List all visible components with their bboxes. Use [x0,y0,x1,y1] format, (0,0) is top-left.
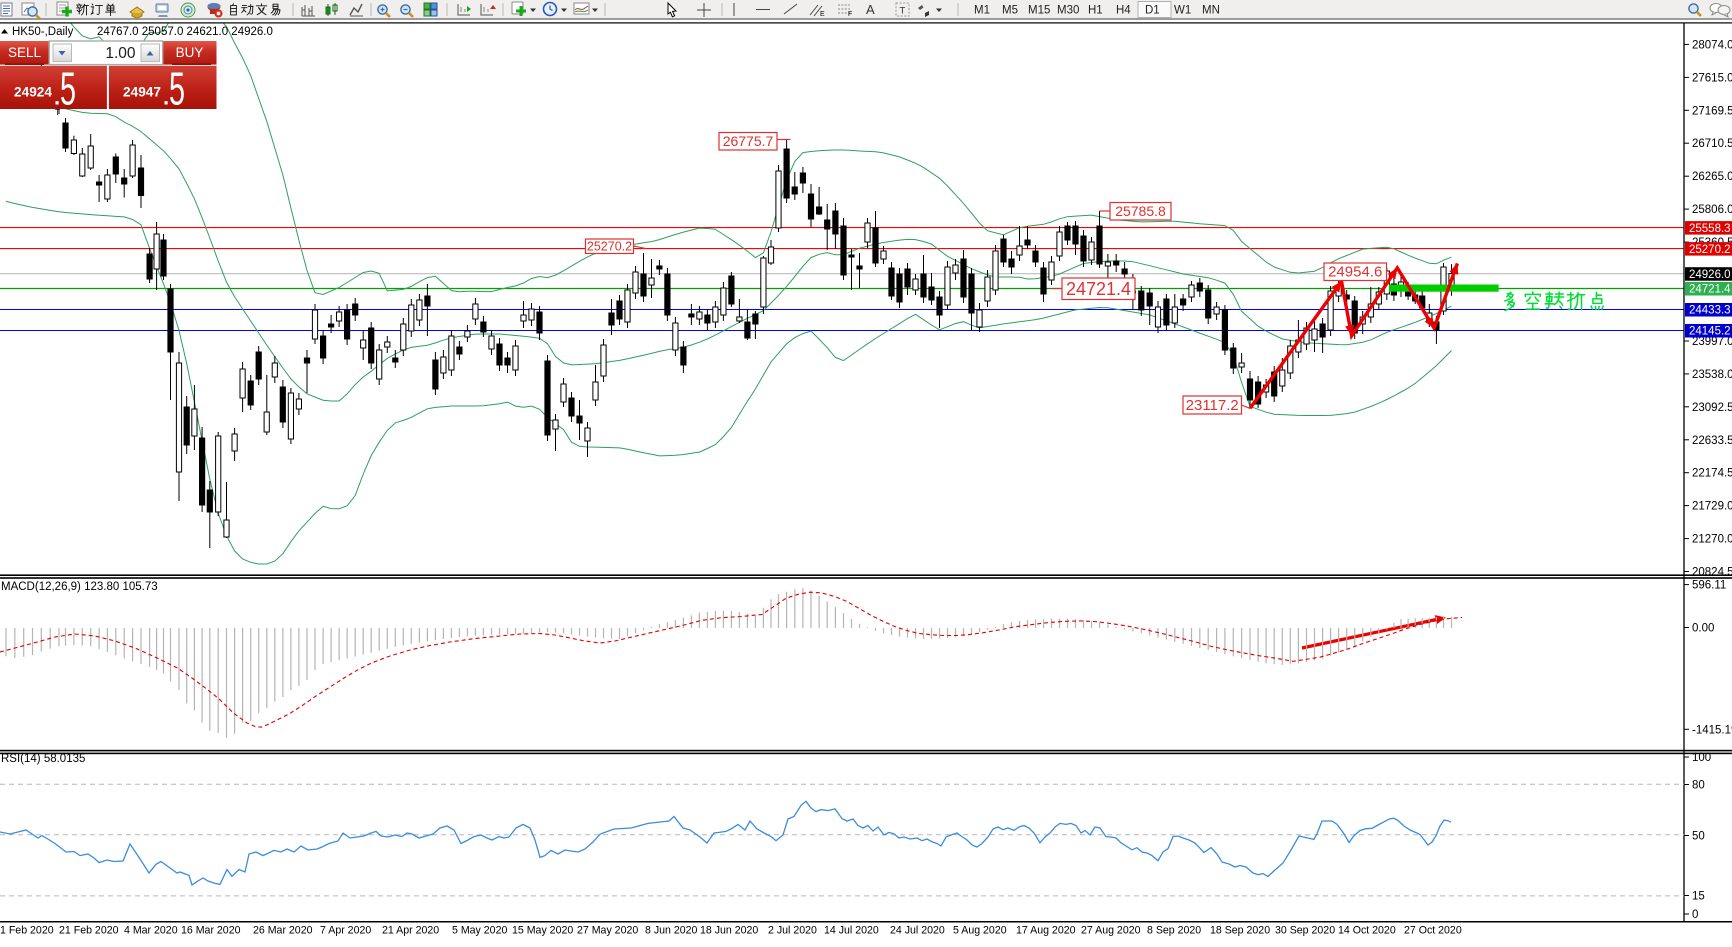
svg-text:H4: H4 [1116,5,1131,17]
svg-text:23117.2: 23117.2 [1186,397,1239,414]
svg-text:HK50-,Daily: HK50-,Daily [12,26,74,38]
svg-text:RSI(14) 58.0135: RSI(14) 58.0135 [1,753,85,765]
svg-text:5 Aug 2020: 5 Aug 2020 [953,925,1007,937]
svg-text:M1: M1 [974,5,990,17]
svg-text:24145.2: 24145.2 [1689,326,1731,338]
svg-text:5: 5 [60,63,76,115]
svg-text:27 May 2020: 27 May 2020 [577,925,638,937]
svg-text:21729.0: 21729.0 [1692,501,1732,513]
svg-text:E: E [820,11,825,18]
svg-text:23538.0: 23538.0 [1692,369,1732,381]
svg-text:18 Jun 2020: 18 Jun 2020 [700,925,758,937]
svg-text:5: 5 [169,63,185,115]
svg-text:596.11: 596.11 [1692,580,1726,592]
svg-text:20824.5: 20824.5 [1692,567,1732,579]
svg-text:27 Oct 2020: 27 Oct 2020 [1404,925,1462,937]
svg-text:4 Mar 2020: 4 Mar 2020 [124,925,178,937]
svg-text:24954.6: 24954.6 [1328,264,1382,281]
svg-text:-1415.19: -1415.19 [1692,724,1732,736]
svg-text:50: 50 [1692,831,1705,843]
svg-text:8 Jun 2020: 8 Jun 2020 [645,925,698,937]
svg-text:25270.2: 25270.2 [587,239,632,253]
svg-text:A: A [866,2,875,17]
svg-text:21 Apr 2020: 21 Apr 2020 [382,925,439,937]
svg-text:16 Mar 2020: 16 Mar 2020 [181,925,241,937]
svg-text:27 Aug 2020: 27 Aug 2020 [1081,925,1141,937]
svg-text:1 Feb 2020: 1 Feb 2020 [0,925,54,937]
svg-text:7 Apr 2020: 7 Apr 2020 [320,925,371,937]
svg-text:25558.3: 25558.3 [1689,223,1731,235]
svg-text:25806.0: 25806.0 [1692,204,1732,216]
svg-text:T: T [55,108,60,117]
svg-text:MACD(12,26,9) 123.80 105.73: MACD(12,26,9) 123.80 105.73 [1,581,158,593]
svg-text:24721.4: 24721.4 [1689,284,1731,296]
svg-text:8 Sep 2020: 8 Sep 2020 [1147,925,1201,937]
svg-text:22174.5: 22174.5 [1692,468,1732,480]
svg-text:24767.0 25057.0 24621.0 24926.: 24767.0 25057.0 24621.0 24926.0 [97,26,273,38]
svg-text:F: F [848,11,852,18]
svg-text:26265.0: 26265.0 [1692,171,1732,183]
svg-text:26710.5: 26710.5 [1692,138,1732,150]
svg-text:.: . [54,85,60,110]
svg-text:0: 0 [1692,909,1698,921]
svg-text:T: T [900,6,906,17]
svg-text:30 Sep 2020: 30 Sep 2020 [1275,925,1335,937]
svg-text:15 May 2020: 15 May 2020 [512,925,573,937]
svg-text:23092.5: 23092.5 [1692,402,1732,414]
svg-text:2 Jul 2020: 2 Jul 2020 [768,925,817,937]
svg-text:14 Oct 2020: 14 Oct 2020 [1338,925,1396,937]
svg-text:28074.0: 28074.0 [1692,39,1732,51]
svg-text:100: 100 [1692,752,1711,764]
svg-text:21270.0: 21270.0 [1692,534,1732,546]
svg-text:24926.0: 24926.0 [1689,269,1731,281]
svg-text:W1: W1 [1174,5,1191,17]
svg-text:M15: M15 [1028,5,1050,17]
svg-text:80: 80 [1692,780,1705,792]
svg-text:D1: D1 [1145,5,1160,17]
svg-text:MN: MN [1202,5,1220,17]
svg-text:24433.3: 24433.3 [1689,305,1731,317]
svg-text:.: . [163,85,169,110]
svg-text:24 Jul 2020: 24 Jul 2020 [890,925,945,937]
svg-text:18 Sep 2020: 18 Sep 2020 [1210,925,1270,937]
svg-text:M30: M30 [1057,5,1079,17]
svg-text:0.00: 0.00 [1692,623,1714,635]
svg-text:17 Aug 2020: 17 Aug 2020 [1016,925,1076,937]
svg-text:22633.5: 22633.5 [1692,435,1732,447]
svg-text:1.00: 1.00 [105,45,136,62]
svg-text:26775.7: 26775.7 [723,133,774,149]
svg-text:27615.0: 27615.0 [1692,72,1732,84]
svg-text:25270.2: 25270.2 [1689,244,1731,256]
svg-text:24924: 24924 [14,85,52,100]
svg-text:24721.4: 24721.4 [1066,279,1131,299]
svg-text:15: 15 [1692,891,1705,903]
svg-text:5 May 2020: 5 May 2020 [452,925,507,937]
svg-text:BUY: BUY [176,45,204,60]
svg-text:23997.0: 23997.0 [1692,336,1732,348]
svg-text:21 Feb 2020: 21 Feb 2020 [59,925,119,937]
svg-text:M5: M5 [1002,5,1018,17]
svg-text:27169.5: 27169.5 [1692,105,1732,117]
svg-text:H1: H1 [1088,5,1103,17]
svg-text:25785.8: 25785.8 [1115,203,1166,219]
svg-text:26 Mar 2020: 26 Mar 2020 [253,925,313,937]
svg-text:SELL: SELL [8,45,42,60]
svg-text:14 Jul 2020: 14 Jul 2020 [824,925,879,937]
svg-text:24947: 24947 [123,85,161,100]
